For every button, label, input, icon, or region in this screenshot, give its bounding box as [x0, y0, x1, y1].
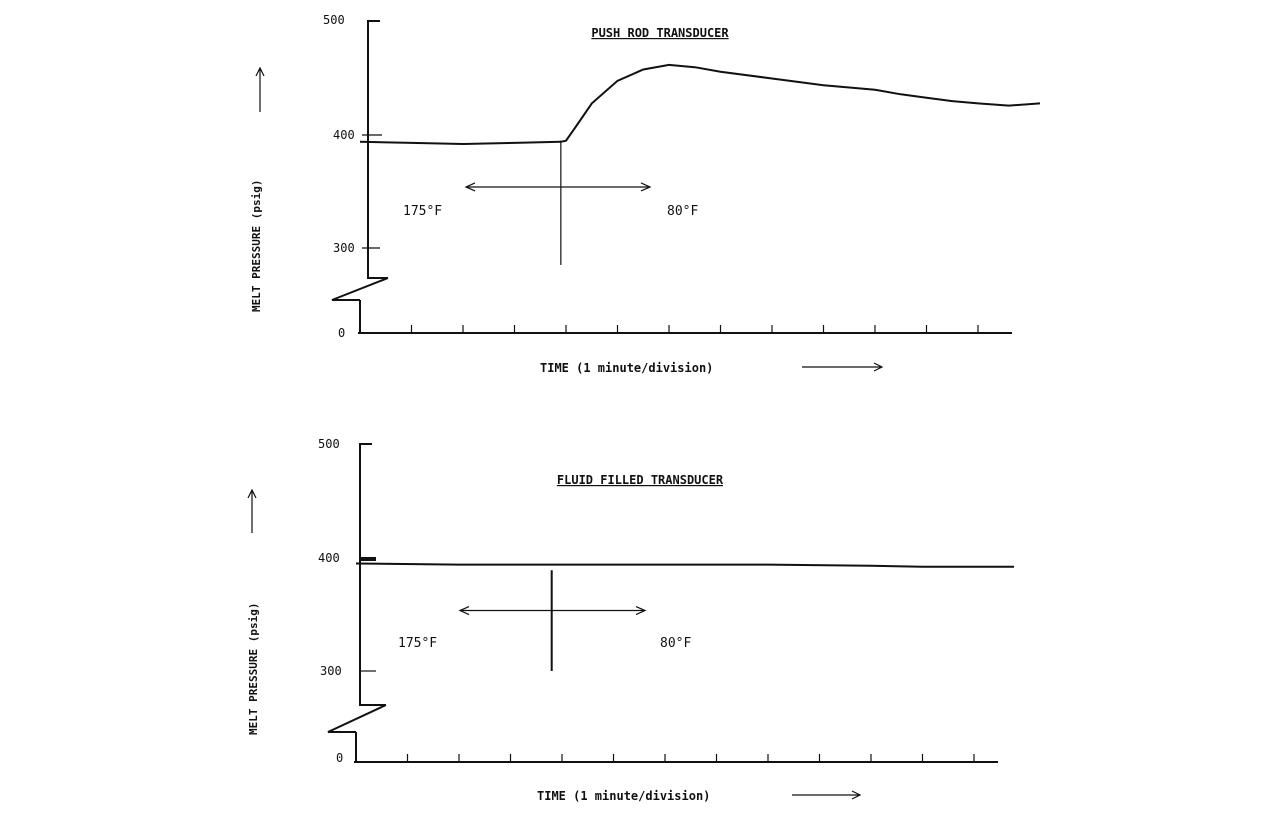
chart-fluid-filled: FLUID FILLED TRANSDUCER 500 400 300 0 17…: [247, 437, 1014, 803]
y-tick-label-0: 0: [336, 751, 343, 765]
temp-label-left: 175°F: [403, 204, 442, 219]
arrowhead-left: [464, 182, 476, 192]
series-line: [355, 562, 1014, 568]
chart-title: PUSH ROD TRANSDUCER: [591, 26, 729, 40]
x-axis-label: TIME (1 minute/division): [537, 789, 710, 803]
y-axis-upper: [367, 20, 388, 279]
arrowhead-right: [640, 182, 652, 192]
y-tick-label-400: 400: [318, 551, 340, 565]
y-tick-400: [360, 557, 376, 561]
temp-label-left: 175°F: [398, 636, 437, 651]
y-tick-label-300: 300: [320, 664, 342, 678]
x-label-arrow: [792, 790, 862, 800]
y-tick-label-500: 500: [318, 437, 340, 451]
x-label-arrow: [802, 362, 884, 372]
y-tick-label-0: 0: [338, 326, 345, 340]
y-label-arrow: [255, 66, 265, 112]
x-ticks: [410, 325, 979, 333]
y-axis-break: [331, 277, 389, 301]
x-ticks: [406, 754, 975, 762]
x-axis-label: TIME (1 minute/division): [540, 361, 713, 375]
y-tick-label-400: 400: [333, 128, 355, 142]
chart-push-rod: PUSH ROD TRANSDUCER 500 400 300 0 175°F …: [250, 13, 1041, 375]
y-axis-label: MELT PRESSURE (psig): [247, 603, 260, 735]
y-tick-label-500: 500: [323, 13, 345, 27]
y-label-arrow: [247, 488, 257, 533]
arrowhead-left: [458, 605, 470, 616]
y-axis-break: [327, 704, 387, 733]
temp-label-right: 80°F: [660, 636, 691, 651]
chart-title: FLUID FILLED TRANSDUCER: [557, 473, 724, 487]
arrowhead-right: [635, 605, 647, 616]
y-axis-label: MELT PRESSURE (psig): [250, 180, 263, 312]
series-line: [359, 63, 1041, 146]
y-axis-upper: [359, 443, 386, 706]
temp-label-right: 80°F: [667, 204, 698, 219]
y-tick-label-300: 300: [333, 241, 355, 255]
